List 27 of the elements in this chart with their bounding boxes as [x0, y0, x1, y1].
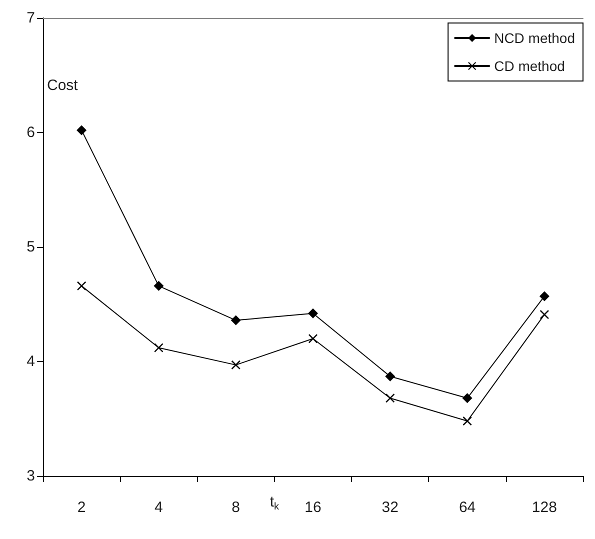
point [462, 416, 472, 426]
point [76, 125, 87, 136]
x-tick-label: 8 [232, 499, 240, 516]
y-tick-label: 6 [26, 124, 35, 141]
point [154, 280, 164, 291]
y-tick-label: 3 [26, 468, 35, 484]
point [231, 360, 240, 370]
point [386, 394, 395, 403]
y-axis-title: Cost [47, 77, 79, 94]
legend-label: CD method [494, 58, 565, 74]
point [385, 371, 396, 382]
legend-label: NCD method [494, 30, 576, 46]
x-tick-label: 128 [532, 499, 557, 516]
point [308, 308, 318, 318]
point [77, 281, 86, 290]
x-tick-label: 4 [154, 499, 163, 516]
y-tick-label: 5 [26, 238, 35, 256]
x-tick-label: 32 [382, 499, 398, 516]
x-tick-label: 64 [458, 499, 476, 516]
y-tick-label: 7 [26, 10, 35, 26]
point [540, 310, 549, 320]
x-tick-label: 16 [304, 499, 322, 516]
y-tick-label: 4 [26, 353, 35, 370]
point [462, 393, 472, 404]
x-tick-label: 2 [77, 499, 86, 516]
point [539, 291, 550, 302]
point [230, 315, 241, 326]
